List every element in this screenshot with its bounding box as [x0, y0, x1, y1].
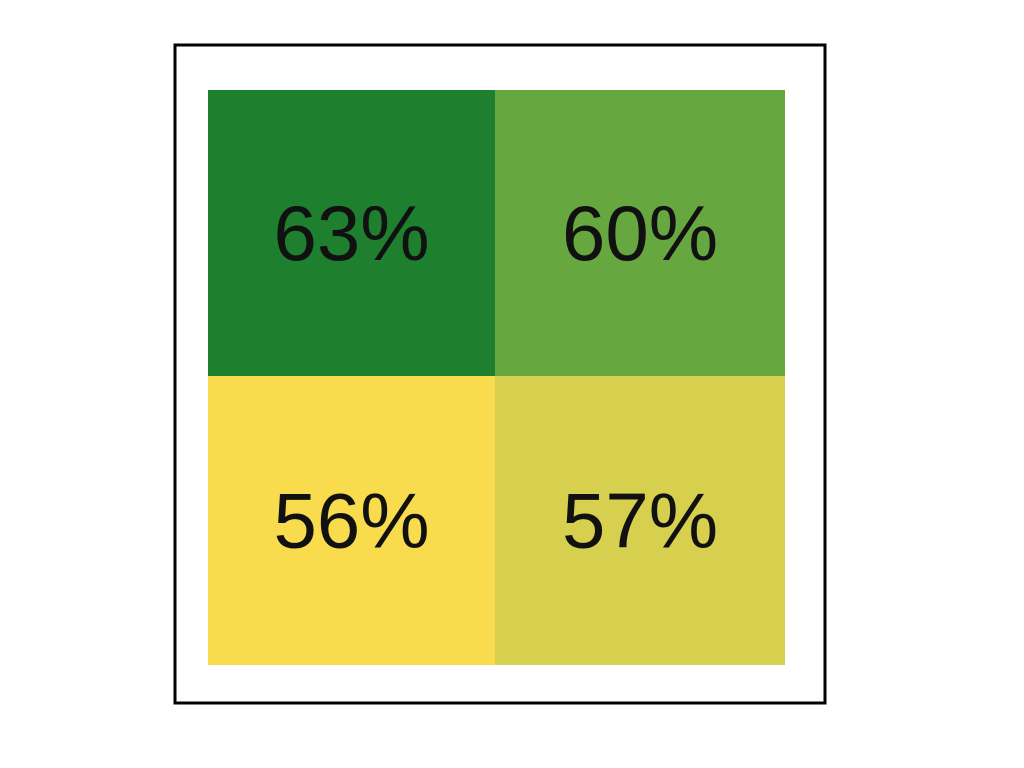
heatmap-cell — [208, 90, 495, 376]
cell-value-label: 56% — [273, 477, 429, 565]
cell-value-label: 60% — [562, 189, 718, 277]
heatmap-cell — [495, 376, 785, 665]
heatmap-cells: 63% 60% 56% 57% — [208, 90, 785, 665]
cell-value-label: 57% — [562, 477, 718, 565]
cell-value-label: 63% — [273, 189, 429, 277]
heatmap-cell — [495, 90, 785, 376]
heatmap-cell — [208, 376, 495, 665]
